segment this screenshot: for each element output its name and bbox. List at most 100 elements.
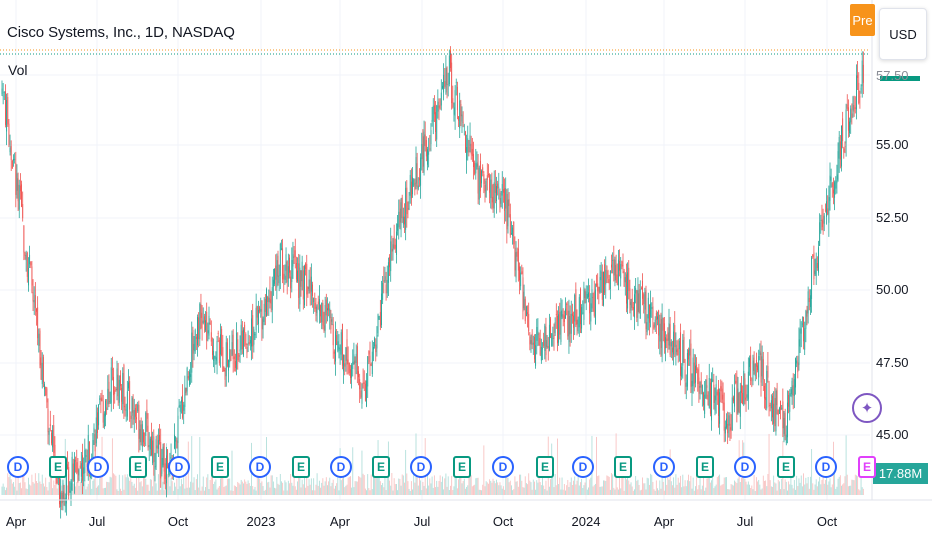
candle-body (669, 324, 671, 355)
volume-bar (294, 486, 296, 495)
volume-bar (705, 487, 707, 495)
dividend-marker[interactable]: D (653, 456, 675, 478)
candle-body (225, 342, 227, 377)
dividend-marker[interactable]: D (410, 456, 432, 478)
candle-body (563, 315, 565, 322)
volume-bar (836, 486, 838, 495)
earnings-marker[interactable]: E (292, 456, 310, 478)
volume-bar (347, 477, 349, 495)
volume-bars (1, 433, 864, 495)
candle-body (676, 349, 678, 353)
assistant-sparkle-icon[interactable]: ✦ (852, 393, 882, 423)
earnings-marker[interactable]: E (614, 456, 632, 478)
candle-body (783, 417, 785, 434)
candle-body (69, 491, 71, 493)
dividend-marker[interactable]: D (249, 456, 271, 478)
volume-bar (231, 450, 233, 495)
volume-bar (238, 483, 240, 495)
volume-bar (413, 473, 415, 495)
pre-market-badge[interactable]: Pre (850, 4, 875, 36)
candle-body (360, 390, 362, 398)
currency-button[interactable]: USD (879, 8, 927, 60)
candle-body (407, 208, 409, 210)
volume-bar (240, 479, 242, 495)
candle-body (614, 259, 616, 281)
candle-body (493, 182, 495, 209)
candle-body (98, 404, 100, 426)
volume-bar (93, 479, 95, 495)
volume-indicator-label[interactable]: Vol (8, 62, 28, 78)
earnings-marker[interactable]: E (211, 456, 229, 478)
candle-body (446, 67, 448, 85)
candle-body (535, 345, 537, 366)
dividend-marker[interactable]: D (7, 456, 29, 478)
candle-body (331, 319, 333, 322)
volume-bar (605, 480, 607, 495)
volume-bar (650, 473, 652, 495)
candle-body (162, 446, 164, 466)
dividend-marker[interactable]: D (734, 456, 756, 478)
volume-bar (692, 477, 694, 495)
volume-bar (109, 476, 111, 495)
candle-body (394, 244, 396, 249)
volume-bar (611, 473, 612, 495)
volume-bar (784, 479, 786, 495)
candle-body (662, 317, 664, 331)
dividend-marker[interactable]: D (492, 456, 514, 478)
candle-body (451, 62, 453, 104)
earnings-marker[interactable]: E (49, 456, 67, 478)
earnings-marker[interactable]: E (453, 456, 471, 478)
dividend-marker[interactable]: D (572, 456, 594, 478)
volume-bar (747, 481, 749, 495)
volume-bar (264, 489, 266, 495)
dividend-marker[interactable]: D (168, 456, 190, 478)
candle-body (714, 395, 716, 411)
volume-bar (404, 482, 405, 495)
candle-body (264, 298, 266, 312)
volume-bar (822, 475, 824, 495)
earnings-marker[interactable]: E (696, 456, 714, 478)
candle-body (271, 287, 273, 311)
candle-body (194, 330, 196, 352)
volume-bar (378, 477, 380, 495)
candle-body (156, 445, 158, 449)
volume-bar (489, 479, 491, 495)
earnings-marker[interactable]: E (129, 456, 147, 478)
volume-bar (811, 448, 813, 495)
earnings-marker[interactable]: E (777, 456, 795, 478)
candle-body (115, 388, 117, 391)
candle-body (201, 312, 203, 328)
chart-title[interactable]: Cisco Systems, Inc., 1D, NASDAQ (7, 24, 235, 41)
volume-bar (537, 482, 539, 495)
candle-body (507, 199, 509, 227)
volume-bar (482, 484, 484, 495)
volume-bar (529, 480, 531, 495)
earnings-marker[interactable]: E (536, 456, 554, 478)
candle-body (590, 303, 592, 322)
volume-bar (818, 481, 819, 495)
volume-bar (477, 477, 479, 495)
dividend-marker[interactable]: D (330, 456, 352, 478)
time-tick: Jul (413, 514, 431, 529)
candle-body (207, 330, 209, 334)
volume-bar (245, 481, 247, 495)
dividend-marker[interactable]: D (87, 456, 109, 478)
dividend-marker[interactable]: D (815, 456, 837, 478)
volume-bar (249, 485, 251, 495)
volume-bar (843, 483, 845, 495)
candle-body (131, 397, 133, 416)
volume-bar (638, 484, 640, 495)
candle-body (404, 216, 405, 225)
volume-bar (299, 477, 301, 495)
candle-body (272, 279, 274, 287)
earnings-marker[interactable]: E (372, 456, 390, 478)
volume-bar (555, 485, 557, 495)
candle-body (368, 351, 370, 355)
volume-bar (674, 487, 676, 495)
volume-bar (152, 486, 154, 495)
candle-body (469, 135, 471, 147)
upcoming-earnings-marker[interactable]: E (858, 456, 876, 478)
candle-body (489, 174, 491, 193)
candle-body (63, 491, 65, 500)
